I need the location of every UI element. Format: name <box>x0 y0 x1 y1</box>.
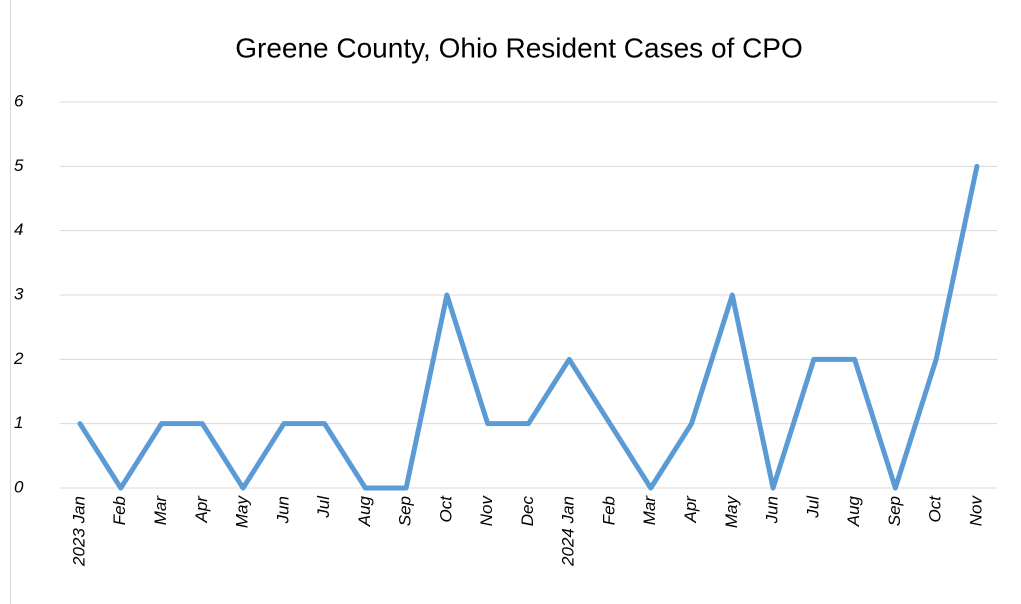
x-tick-label: Nov <box>966 495 985 527</box>
x-tick-label: Jun <box>273 496 292 524</box>
x-tick-label: Jul <box>314 495 333 519</box>
x-tick-label: Feb <box>599 496 618 525</box>
chart-title: Greene County, Ohio Resident Cases of CP… <box>235 32 803 63</box>
x-tick-label: Oct <box>436 495 455 523</box>
y-tick-label: 2 <box>13 349 24 368</box>
y-tick-label: 6 <box>14 91 24 110</box>
y-tick-label: 3 <box>14 284 24 303</box>
x-tick-label: Dec <box>518 496 537 527</box>
y-tick-label: 4 <box>14 220 23 239</box>
chart-border <box>10 0 11 604</box>
x-tick-label: Sep <box>396 496 415 526</box>
x-tick-label: Aug <box>355 495 374 527</box>
x-tick-label: May <box>722 495 741 529</box>
y-tick-label: 0 <box>14 477 24 496</box>
x-tick-label: 2023 Jan <box>69 496 88 567</box>
x-tick-label: Aug <box>844 495 863 527</box>
x-tick-label: Apr <box>681 495 700 524</box>
x-tick-label: Mar <box>151 495 170 526</box>
x-tick-label: Sep <box>885 496 904 526</box>
x-tick-label: Nov <box>477 495 496 527</box>
x-tick-label: 2024 Jan <box>559 496 578 567</box>
y-tick-label: 1 <box>14 413 23 432</box>
x-tick-label: May <box>233 495 252 529</box>
x-tick-label: Feb <box>110 496 129 525</box>
x-tick-label: Jun <box>763 496 782 524</box>
x-tick-label: Mar <box>640 495 659 526</box>
y-tick-label: 5 <box>14 156 24 175</box>
x-tick-label: Apr <box>192 495 211 524</box>
x-tick-label: Oct <box>926 495 945 523</box>
x-tick-label: Jul <box>803 495 822 519</box>
line-series <box>77 163 980 491</box>
